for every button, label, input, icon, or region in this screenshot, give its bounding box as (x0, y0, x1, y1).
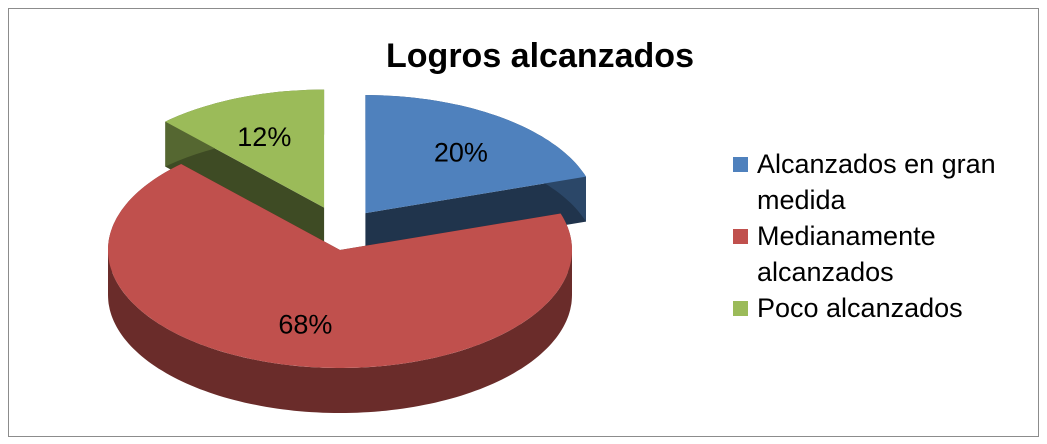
slice (365, 95, 586, 214)
data-label: 20% (434, 137, 488, 167)
slice-side (108, 250, 572, 413)
legend-swatch (733, 157, 748, 172)
legend-item: Medianamente alcanzados (733, 218, 1033, 290)
legend-swatch (733, 301, 748, 316)
slice (165, 89, 325, 208)
legend-item: Poco alcanzados (733, 290, 1033, 326)
legend-label: Medianamente alcanzados (757, 221, 936, 287)
legend-label: Alcanzados en gran medida (757, 149, 996, 215)
pie: 20% 68% 12% (108, 89, 586, 413)
chart-title: Logros alcanzados (386, 37, 694, 75)
slice (108, 164, 572, 368)
slice-wall (165, 121, 325, 253)
data-label: 12% (237, 122, 291, 152)
data-label: 68% (278, 310, 332, 340)
legend-item: Alcanzados en gran medida (733, 146, 1033, 218)
legend-swatch (733, 229, 748, 244)
legend: Alcanzados en gran medida Medianamente al… (733, 146, 1033, 326)
legend-label: Poco alcanzados (757, 293, 963, 323)
